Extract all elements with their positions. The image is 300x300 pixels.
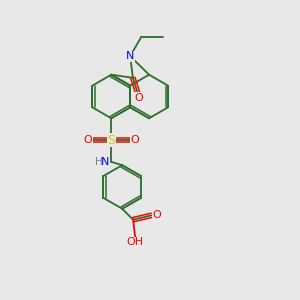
Text: O: O (130, 135, 139, 145)
Text: H: H (94, 157, 102, 167)
Text: OH: OH (127, 237, 144, 247)
Text: O: O (83, 135, 92, 145)
Text: N: N (101, 157, 110, 167)
Text: O: O (152, 210, 161, 220)
Text: S: S (107, 134, 115, 147)
Text: O: O (135, 93, 143, 103)
Text: N: N (126, 51, 134, 61)
